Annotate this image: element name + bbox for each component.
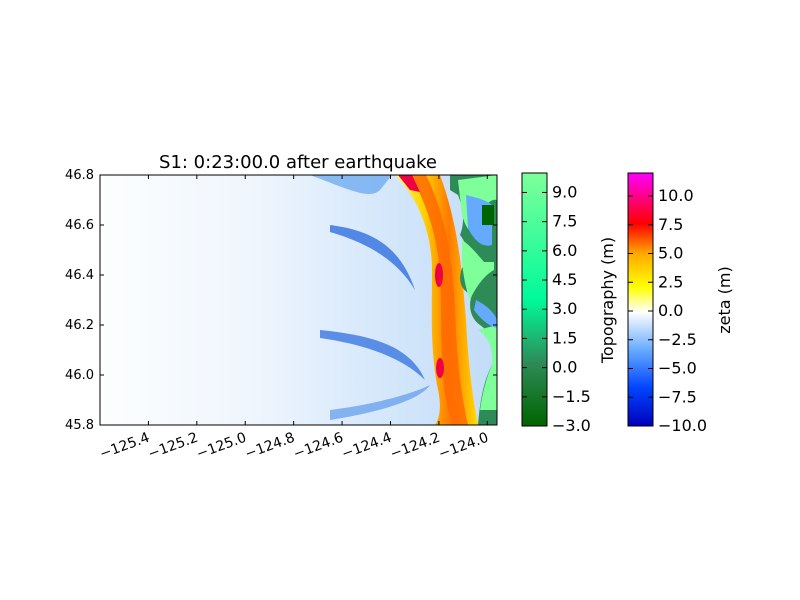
x-tick-label: −124.4 <box>340 430 394 463</box>
plot-frame <box>99 174 498 426</box>
colorbar-tick-label: −3.0 <box>552 416 591 435</box>
trough-band-mid <box>330 225 415 290</box>
x-tick-label: −125.4 <box>98 430 152 463</box>
colorbar-tick-label: 5.0 <box>658 244 683 263</box>
topography-colorbar <box>521 172 548 427</box>
wave-crest-core <box>410 175 468 425</box>
zeta-colorbar <box>627 172 654 427</box>
colorbar-tick-label: 7.5 <box>658 215 683 234</box>
colorbar-tick-label: 0.0 <box>552 358 577 377</box>
colorbar-tick-label: 0.0 <box>658 301 683 320</box>
colorbar-tick-label: −5.0 <box>658 359 697 378</box>
y-tick-label: 45.8 <box>65 418 94 433</box>
y-tick-label: 46.6 <box>65 218 94 233</box>
colorbar-tick-label: 1.5 <box>552 328 577 347</box>
colorbar-tick-label: 10.0 <box>658 186 694 205</box>
trough-band-north <box>310 175 392 195</box>
colorbar-tick-label: 6.0 <box>552 241 577 260</box>
y-axis: 45.8 46.0 46.2 46.4 46.6 46.8 <box>65 168 497 433</box>
colorbar-tick-label: −1.5 <box>552 387 591 406</box>
trough-band-lower <box>330 385 430 420</box>
colorbar-tick-label: 2.5 <box>658 272 683 291</box>
chart-title: S1: 0:23:00.0 after earthquake <box>159 152 437 173</box>
colorbar-tick-label: 7.5 <box>552 212 577 231</box>
peak-north <box>435 263 443 287</box>
colorbar-tick-label: −7.5 <box>658 387 697 406</box>
trough-band-south <box>320 330 425 380</box>
y-tick-label: 46.2 <box>65 318 94 333</box>
zeta-colorbar-label: zeta (m) <box>715 266 734 333</box>
peak-south <box>436 358 444 378</box>
peak-top <box>398 175 420 192</box>
land-dark-patch <box>482 205 494 225</box>
colorbar-tick-label: 3.0 <box>552 299 577 318</box>
x-tick-label: −124.6 <box>291 430 345 463</box>
colorbar-tick-label: −2.5 <box>658 330 697 349</box>
x-tick-label: −125.2 <box>146 430 200 463</box>
topography-colorbar-label: Topography (m) <box>598 237 617 364</box>
y-tick-label: 46.8 <box>65 168 94 183</box>
x-tick-label: −124.8 <box>243 430 297 463</box>
colorbar-tick-label: 9.0 <box>552 182 577 201</box>
x-tick-label: −124.2 <box>388 430 442 463</box>
y-tick-label: 46.4 <box>65 268 94 283</box>
colorbar-tick-label: −10.0 <box>658 416 707 435</box>
x-tick-label: −125.0 <box>194 430 248 463</box>
colorbar-tick-label: 4.5 <box>552 270 577 289</box>
zeta-colorbar-ticks: −10.0 −7.5 −5.0 −2.5 0.0 2.5 5.0 7.5 10.0 <box>628 186 707 435</box>
x-tick-label: −124.0 <box>437 430 491 463</box>
estuary-water <box>474 300 497 328</box>
topography-colorbar-ticks: −3.0 −1.5 0.0 1.5 3.0 4.5 6.0 7.5 9.0 <box>522 182 591 435</box>
map-plot <box>100 175 497 425</box>
y-tick-label: 46.0 <box>65 368 94 383</box>
